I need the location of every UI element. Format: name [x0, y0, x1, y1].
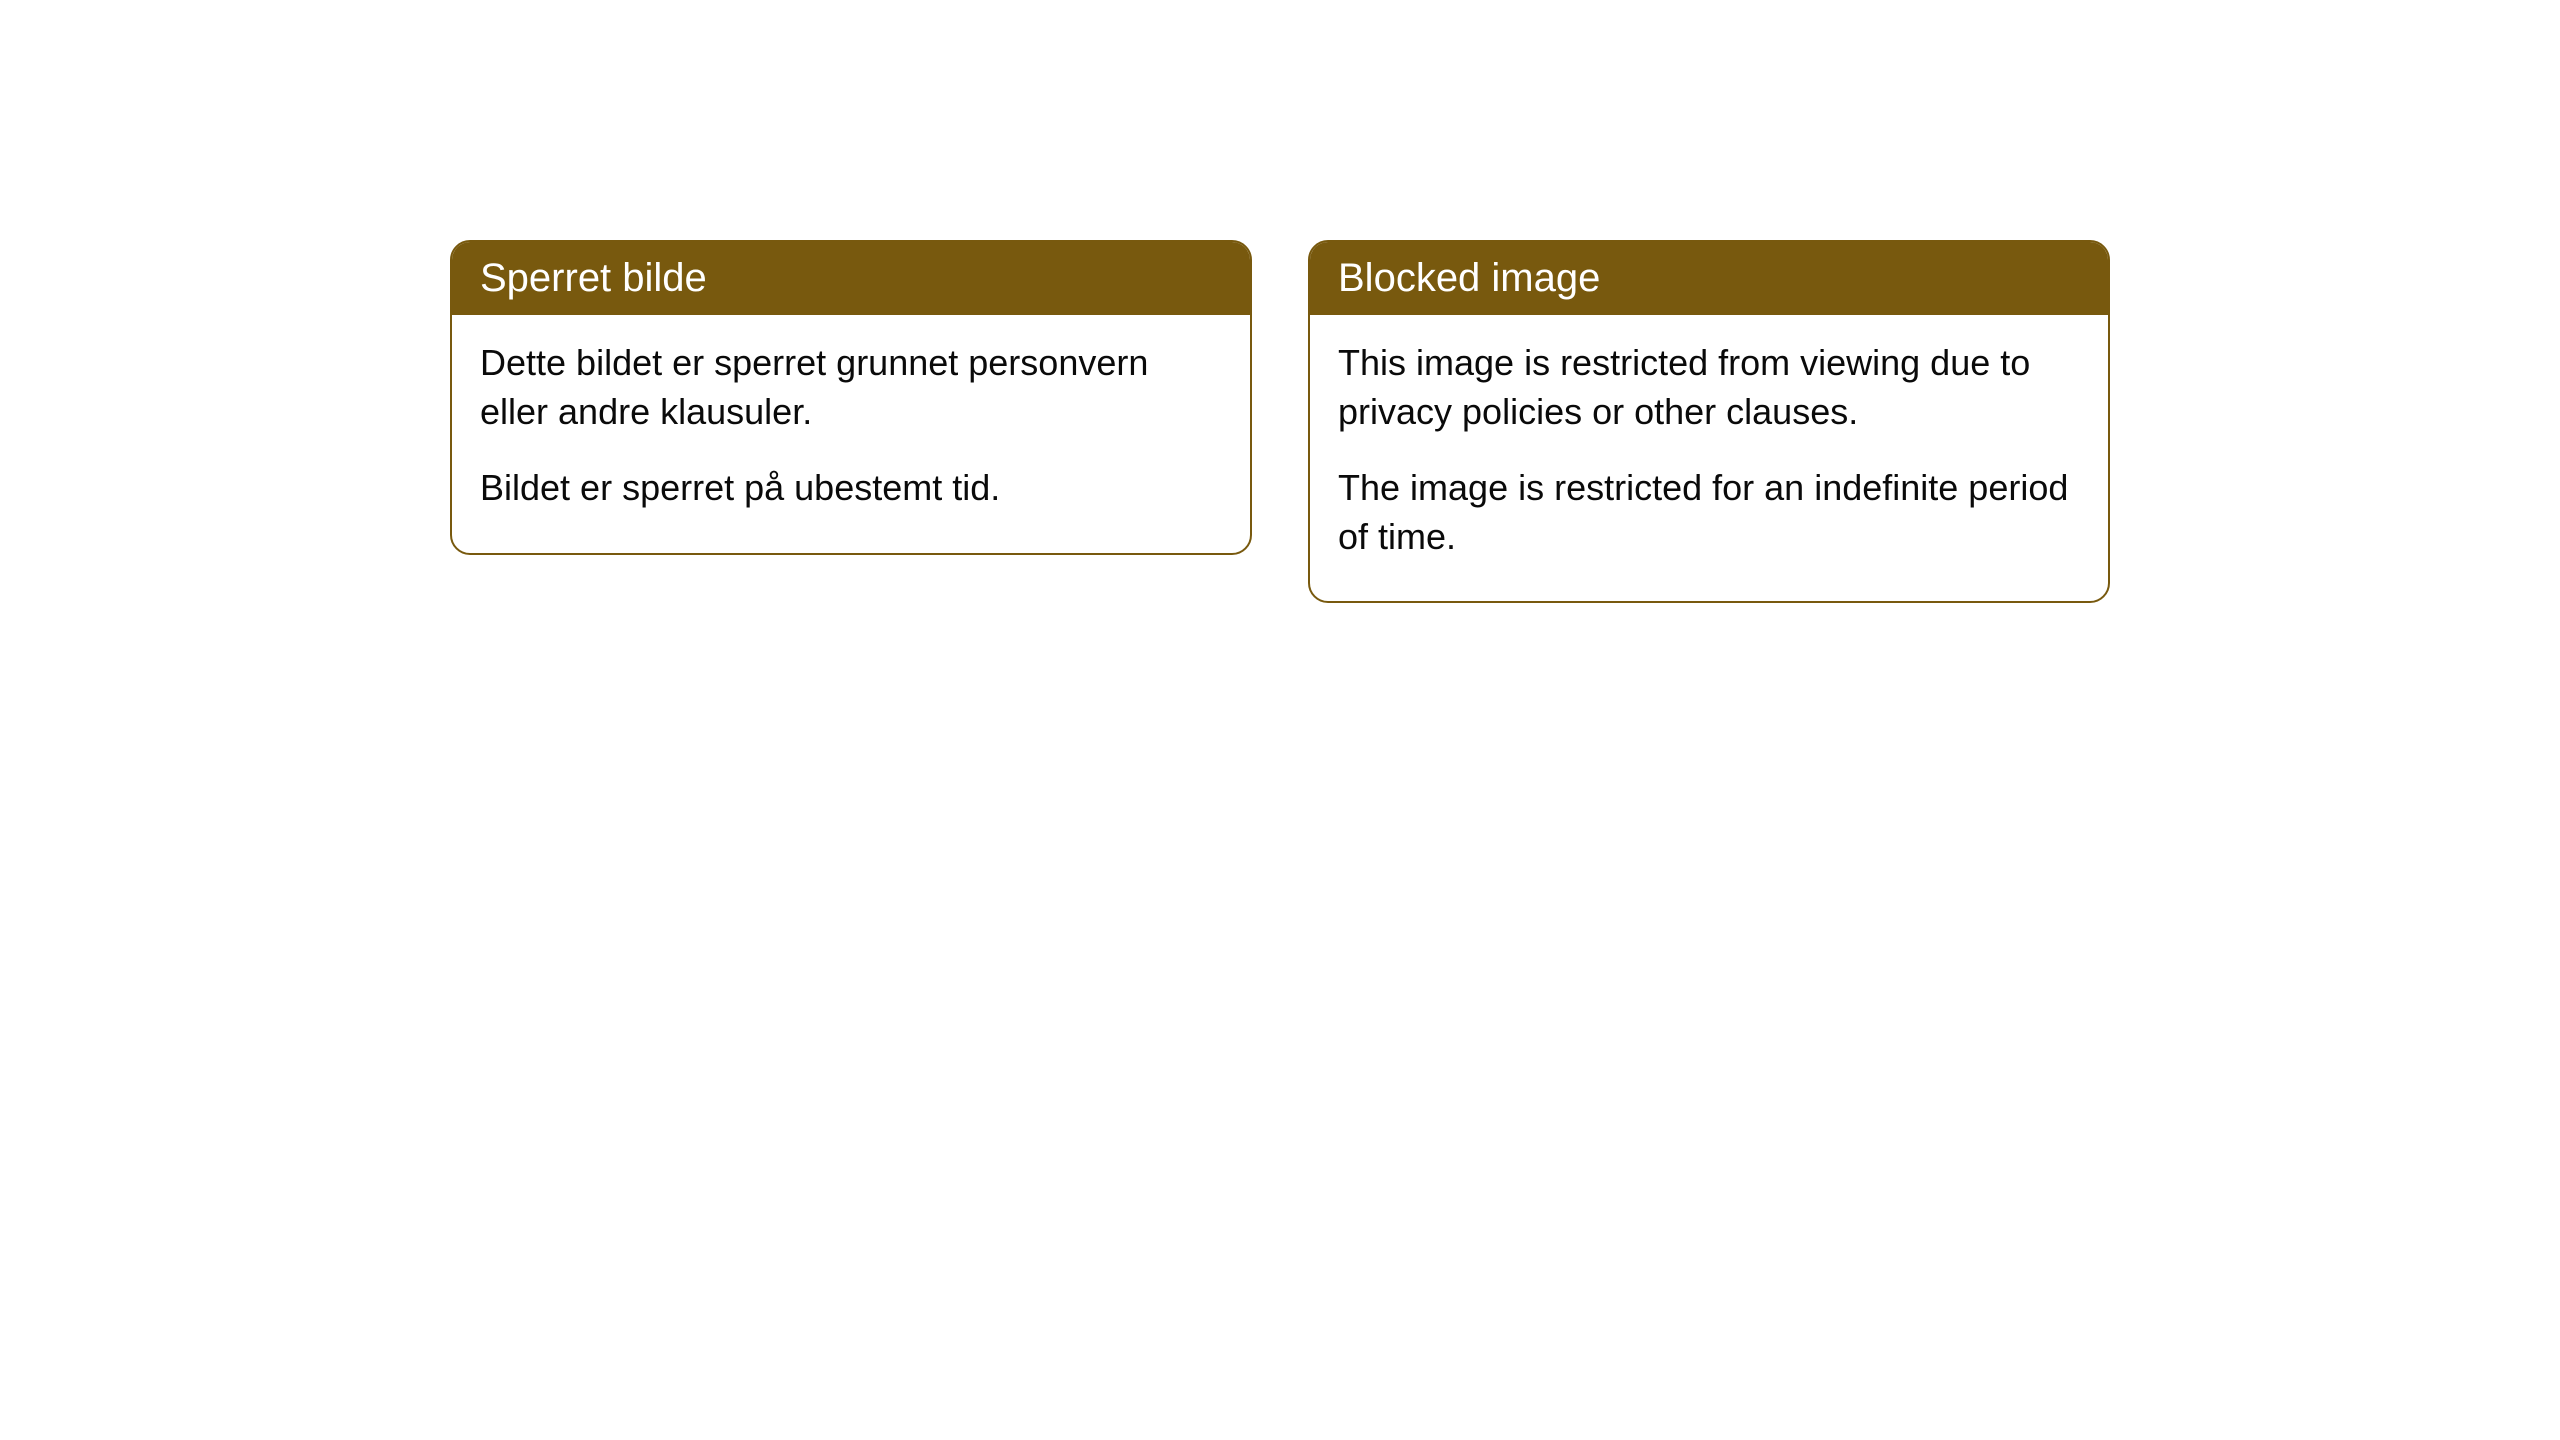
notice-title: Sperret bilde: [480, 256, 707, 300]
notice-header: Sperret bilde: [452, 242, 1250, 315]
notice-card-norwegian: Sperret bilde Dette bildet er sperret gr…: [450, 240, 1252, 555]
notice-title: Blocked image: [1338, 256, 1600, 300]
notice-body: Dette bildet er sperret grunnet personve…: [452, 315, 1250, 553]
notice-card-english: Blocked image This image is restricted f…: [1308, 240, 2110, 603]
notice-paragraph: The image is restricted for an indefinit…: [1338, 464, 2080, 561]
notice-paragraph: Bildet er sperret på ubestemt tid.: [480, 464, 1222, 513]
notice-paragraph: This image is restricted from viewing du…: [1338, 339, 2080, 436]
notice-body: This image is restricted from viewing du…: [1310, 315, 2108, 601]
notice-header: Blocked image: [1310, 242, 2108, 315]
notice-paragraph: Dette bildet er sperret grunnet personve…: [480, 339, 1222, 436]
